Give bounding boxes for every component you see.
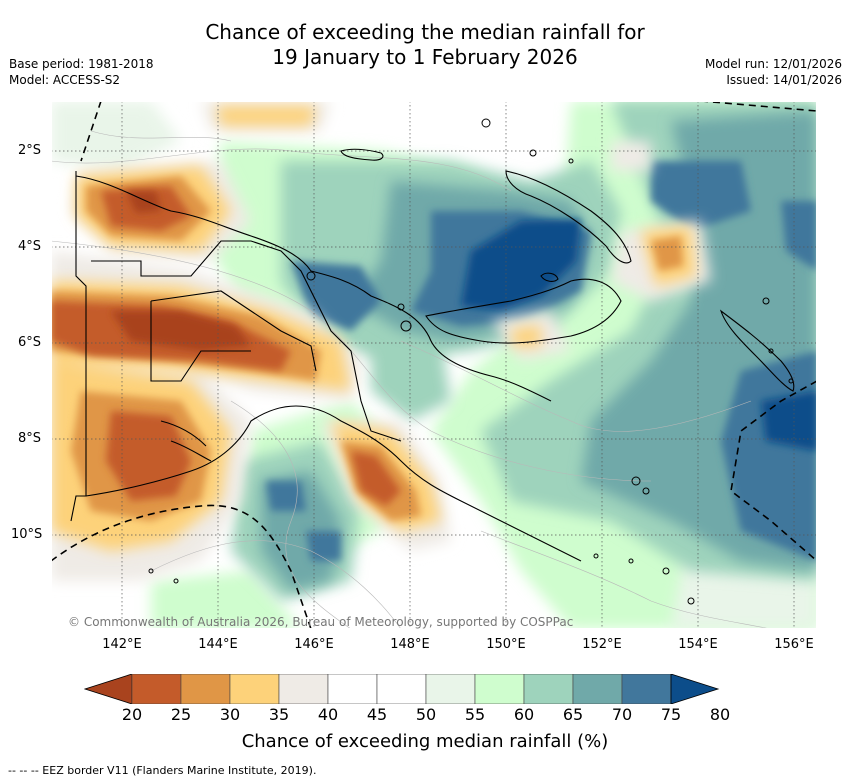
colorbar-arrow-low xyxy=(84,674,133,704)
lon-label-144e: 144°E xyxy=(198,637,238,652)
colorbar-cell xyxy=(131,674,182,704)
new-britain xyxy=(425,278,622,344)
colorbar xyxy=(84,674,720,704)
title-line-1: Chance of exceeding the median rainfall … xyxy=(205,20,645,44)
title-line-2: 19 January to 1 February 2026 xyxy=(272,45,578,69)
meta-right: Model run: 12/01/2026 Issued: 14/01/2026 xyxy=(705,56,842,88)
lat-label-10s: 10°S xyxy=(11,527,43,542)
model-name: Model: ACCESS-S2 xyxy=(9,73,121,87)
fly-river-delta xyxy=(160,420,212,462)
internal-border xyxy=(91,240,402,442)
highlands-border xyxy=(150,290,317,372)
colorbar-tick-label: 65 xyxy=(562,705,584,724)
chart-title: Chance of exceeding the median rainfall … xyxy=(0,20,850,70)
central-border xyxy=(150,301,251,382)
bougainville xyxy=(719,309,795,392)
colorbar-tick-label: 35 xyxy=(268,705,290,724)
trobriand-island xyxy=(540,272,559,282)
png-indonesia-border xyxy=(70,171,87,522)
coastlines xyxy=(70,148,795,562)
colorbar-cell xyxy=(425,674,476,704)
colorbar-tick-label: 30 xyxy=(219,705,241,724)
colorbar-tick-label: 60 xyxy=(513,705,535,724)
lat-label-2s: 2°S xyxy=(18,143,42,158)
meta-left: Base period: 1981-2018 Model: ACCESS-S2 xyxy=(9,56,154,88)
new-guinea-south-coast xyxy=(85,405,582,562)
colorbar-cell xyxy=(229,674,280,704)
lon-label-150e: 150°E xyxy=(486,637,526,652)
lon-label-152e: 152°E xyxy=(582,637,622,652)
eez-legend-note: -- -- -- EEZ border V11 (Flanders Marine… xyxy=(8,764,317,777)
lon-label-146e: 146°E xyxy=(294,637,334,652)
colorbar-tick-label: 45 xyxy=(366,705,388,724)
colorbar-cell xyxy=(474,674,525,704)
lon-label-142e: 142°E xyxy=(102,637,142,652)
colorbar-tick-label: 50 xyxy=(415,705,437,724)
lon-label-154e: 154°E xyxy=(678,637,718,652)
colorbar-tick-label: 20 xyxy=(121,705,143,724)
colorbar-cell xyxy=(572,674,623,704)
eez-border xyxy=(51,101,817,629)
rainfall-map xyxy=(51,101,817,629)
colorbar-tick-label: 70 xyxy=(611,705,633,724)
colorbar-arrow-high xyxy=(670,674,720,704)
lat-label-8s: 8°S xyxy=(18,431,42,446)
colorbar-title: Chance of exceeding median rainfall (%) xyxy=(241,731,609,752)
probability-20-25-zone xyxy=(111,191,251,351)
issued-date: Issued: 14/01/2026 xyxy=(726,73,842,87)
model-run: Model run: 12/01/2026 xyxy=(704,57,842,71)
lat-label-6s: 6°S xyxy=(18,335,42,350)
colorbar-tick-label: 25 xyxy=(170,705,192,724)
colorbar-cell xyxy=(523,674,574,704)
base-period: Base period: 1981-2018 xyxy=(9,57,154,71)
small-islands xyxy=(148,118,794,605)
lat-label-4s: 4°S xyxy=(18,239,42,254)
colorbar-tick-label: 75 xyxy=(660,705,682,724)
copyright-notice: © Commonwealth of Australia 2026, Bureau… xyxy=(68,615,574,629)
colorbar-tick-label: 40 xyxy=(317,705,339,724)
colorbar-cell xyxy=(327,674,378,704)
colorbar-tick-label: 80 xyxy=(709,705,731,724)
colorbar-cell xyxy=(278,674,329,704)
colorbar-cell xyxy=(376,674,427,704)
contour-lines xyxy=(51,130,772,629)
lon-label-148e: 148°E xyxy=(390,637,430,652)
colorbar-cell xyxy=(621,674,672,704)
colorbar-cell xyxy=(180,674,231,704)
new-ireland xyxy=(505,170,632,264)
colorbar-tick-label: 55 xyxy=(464,705,486,724)
manus-island xyxy=(340,148,384,161)
map-frame xyxy=(51,101,817,629)
new-guinea-north-coast xyxy=(75,175,552,402)
lon-label-156e: 156°E xyxy=(774,637,814,652)
